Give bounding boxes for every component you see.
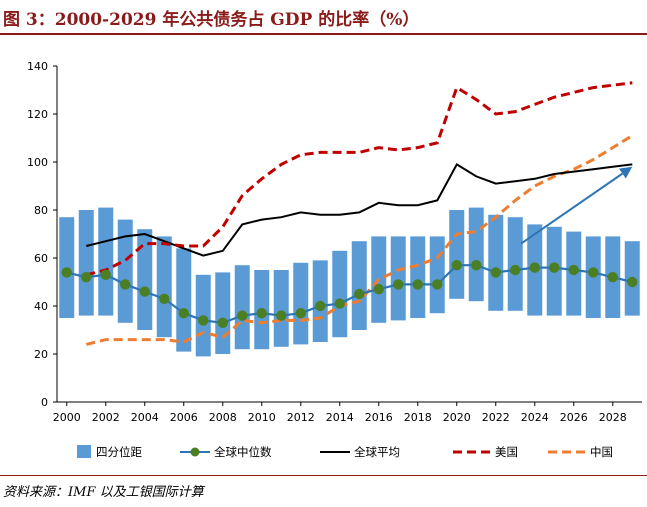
median-point <box>256 308 267 319</box>
median-point <box>315 300 326 312</box>
legend-label-average: 全球平均 <box>354 445 400 459</box>
iqr-bar <box>78 210 94 316</box>
y-tick-label: 40 <box>34 300 48 313</box>
iqr-bar <box>98 207 114 316</box>
median-point <box>627 276 638 288</box>
iqr-bar <box>507 217 523 311</box>
median-point <box>120 279 131 290</box>
median-point <box>159 293 170 304</box>
x-tick-label: 2018 <box>404 411 432 424</box>
x-tick-label: 2020 <box>443 411 471 424</box>
title-rule <box>0 33 647 35</box>
median-point <box>61 267 72 278</box>
median-point <box>237 310 248 321</box>
title-bar: 图 3：2000-2029 年公共债务占 GDP 的比率（%） <box>0 0 647 35</box>
median-point <box>393 279 404 290</box>
chart-axes <box>53 65 642 406</box>
legend-label-iqr: 四分位距 <box>96 445 142 459</box>
median-point <box>276 310 287 321</box>
iqr-bar <box>176 248 192 352</box>
x-tick-label: 2024 <box>521 411 549 424</box>
median-point <box>451 260 462 271</box>
iqr-bar <box>332 250 348 338</box>
x-tick-label: 2012 <box>287 411 315 424</box>
median-point <box>568 264 579 276</box>
median-point <box>139 286 150 297</box>
median-point <box>588 267 599 278</box>
median-point <box>81 272 92 283</box>
y-tick-label: 80 <box>34 204 48 217</box>
trend-arrow-head <box>618 166 633 179</box>
legend-marker-median <box>190 447 200 457</box>
bottom-rule <box>0 475 647 476</box>
median-point <box>373 284 384 295</box>
median-point <box>510 264 521 276</box>
median-point <box>432 279 443 290</box>
median-point <box>354 288 365 300</box>
iqr-bar <box>293 262 309 345</box>
debt-ratio-chart: 0 20 40 60 80 100 120 140 2000 2002 2004 2006 2008 20… <box>27 60 642 459</box>
legend-label-median: 全球中位数 <box>214 445 272 459</box>
x-tick-label: 2002 <box>92 411 120 424</box>
iqr-bar <box>351 241 367 330</box>
trend-arrow-shaft <box>520 172 623 245</box>
figure-title: 图 3：2000-2029 年公共债务占 GDP 的比率（%） <box>3 10 420 30</box>
median-point <box>217 317 228 328</box>
median-point <box>490 267 501 278</box>
legend-swatch-iqr <box>77 445 91 458</box>
iqr-bar <box>273 270 289 347</box>
median-point <box>529 262 540 273</box>
median-point <box>198 315 209 326</box>
y-tick-label: 20 <box>34 348 48 361</box>
iqr-bars <box>59 207 640 357</box>
median-point <box>334 298 345 309</box>
iqr-bar <box>410 236 426 318</box>
x-tick-label: 2006 <box>170 411 198 424</box>
tick-labels: 0 20 40 60 80 100 120 140 2000 2002 2004 2006 2008 20… <box>27 60 627 424</box>
median-point <box>412 279 423 290</box>
median-point <box>549 262 560 273</box>
x-tick-label: 2028 <box>599 411 627 424</box>
y-tick-label: 140 <box>27 60 48 73</box>
iqr-bar <box>429 236 445 314</box>
median-markers <box>61 260 638 328</box>
iqr-bar <box>234 265 250 350</box>
y-tick-label: 60 <box>34 252 48 265</box>
median-point <box>100 269 111 280</box>
china-line <box>85 134 634 346</box>
legend-label-usa: 美国 <box>495 445 518 459</box>
trend-arrow-layer <box>520 166 633 245</box>
x-tick-label: 2022 <box>482 411 510 424</box>
usa-line <box>85 81 633 277</box>
y-tick-label: 100 <box>27 156 48 169</box>
iqr-bar <box>488 214 504 311</box>
iqr-bar <box>137 229 153 330</box>
source-note: 资料来源：IMF 以及工银国际计算 <box>3 485 204 500</box>
x-tick-label: 2010 <box>248 411 276 424</box>
y-tick-label: 0 <box>41 396 48 409</box>
x-tick-label: 2008 <box>209 411 237 424</box>
x-tick-label: 2016 <box>365 411 393 424</box>
median-point <box>295 308 306 319</box>
median-point <box>178 308 189 319</box>
iqr-bar <box>117 219 133 323</box>
median-point <box>607 272 618 283</box>
x-tick-label: 2014 <box>326 411 354 424</box>
x-tick-label: 2026 <box>560 411 588 424</box>
y-tick-label: 120 <box>27 108 48 121</box>
iqr-bar <box>449 210 465 299</box>
median-point <box>471 260 482 271</box>
iqr-bar <box>390 236 406 321</box>
legend-label-china: 中国 <box>590 445 613 459</box>
x-tick-label: 2004 <box>131 411 159 424</box>
x-tick-label: 2000 <box>53 411 81 424</box>
iqr-bar <box>215 272 231 354</box>
chart-legend: 四分位距 全球中位数 全球平均 美国 中国 <box>77 445 613 459</box>
iqr-bar <box>468 207 484 302</box>
iqr-bar <box>156 236 172 338</box>
